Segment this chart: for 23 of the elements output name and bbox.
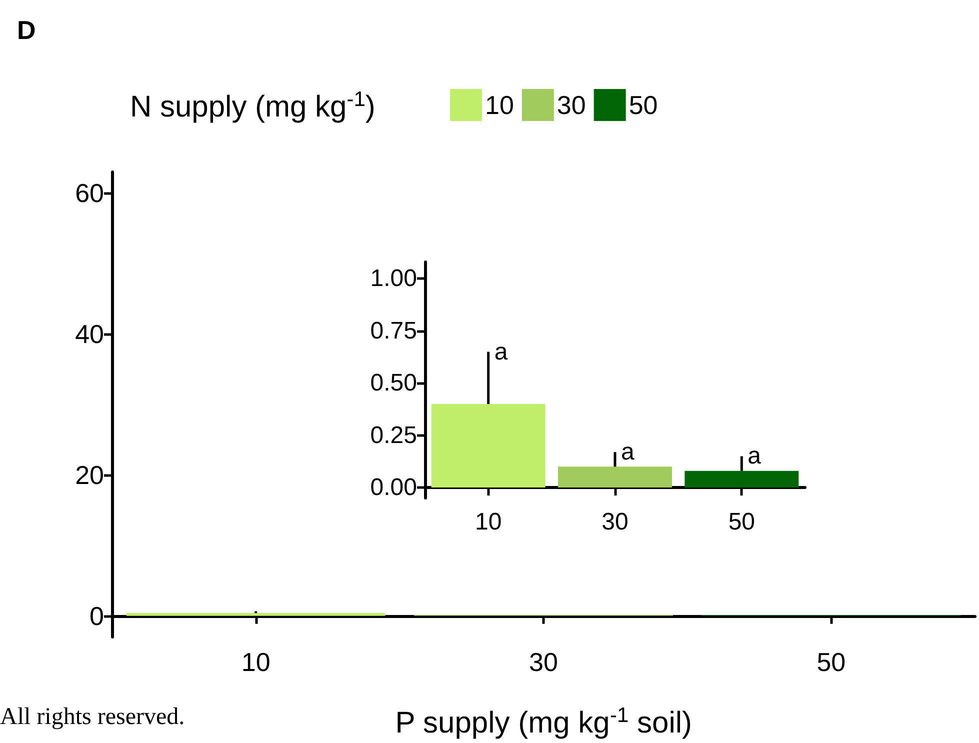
legend-label: 30 [556,90,586,120]
x-tick-label: 10 [241,647,270,677]
legend-label: 10 [485,90,514,120]
y-tick-label: 0.75 [370,317,417,344]
y-tick-label: 1.00 [370,265,417,292]
x-tick-label: 30 [529,647,558,677]
y-tick-label: 0.25 [370,422,417,449]
text: All rights reserved. [0,704,185,730]
legend-label: 50 [628,90,658,120]
x-tick-label: 10 [474,508,502,536]
y-tick-label: 0.50 [370,370,417,397]
annotation: a [494,338,508,366]
annotation: a [621,438,635,466]
y-tick-label: 0.00 [370,474,417,502]
x-tick-label: 50 [816,647,846,677]
chart-title: D [17,15,36,45]
x-tick-label: 50 [728,508,756,536]
y-tick-label: 20 [75,460,104,490]
y-tick-label: 0 [90,600,104,631]
y-tick-label: 40 [75,319,104,350]
y-tick-label: 60 [75,178,104,208]
annotation: a [748,442,762,470]
x-tick-label: 30 [602,508,628,536]
